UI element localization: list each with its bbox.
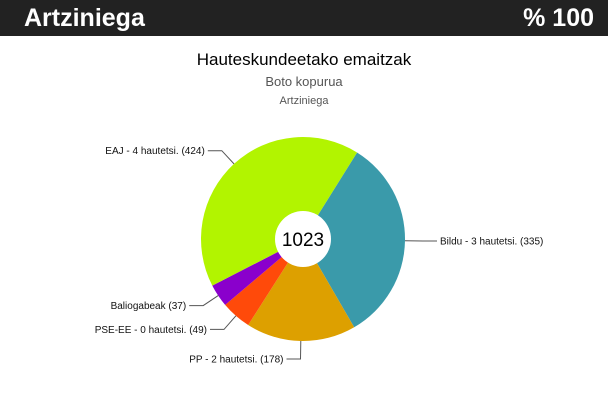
pie-slice — [212, 239, 303, 305]
pie-slice — [201, 137, 358, 286]
chart-title: Hauteskundeetako emaitzak — [197, 50, 412, 69]
municipality-name: Artziniega — [24, 4, 145, 32]
pie-leader-line — [286, 340, 302, 360]
pie-slice-label: Bildu - 3 hautetsi. (335) — [440, 237, 543, 248]
pie-slice-label: Baliogabeak (37) — [111, 301, 187, 312]
pie-slice-label: PP - 2 hautetsi. (178) — [189, 355, 283, 366]
pie-slice-label: PSE-EE - 0 hautetsi. (49) — [95, 325, 207, 336]
total-votes-label: 1023 — [282, 230, 324, 251]
chart-subtitle: Boto kopurua — [265, 74, 343, 89]
pie-slice — [303, 152, 406, 328]
pie-leader-line — [210, 315, 237, 330]
pie-leader-line — [189, 295, 219, 307]
pie-labels: Bildu - 3 hautetsi. (335) PP - 2 hautetsi… — [95, 146, 544, 365]
counted-percent: % 100 — [523, 4, 594, 32]
pie-slices — [201, 137, 406, 342]
header-bar: Artziniega % 100 — [0, 0, 608, 36]
pie-slice — [225, 239, 303, 325]
results-pie-chart: Hauteskundeetako emaitzak Boto kopurua A… — [95, 50, 544, 366]
chart-caption: Artziniega — [280, 95, 330, 107]
pie-leader-line — [207, 150, 235, 165]
pie-slice-label: EAJ - 4 hautetsi. (424) — [105, 146, 205, 157]
pie-center-hole — [275, 211, 331, 267]
pie-leader-lines — [189, 150, 437, 360]
pie-slice — [248, 239, 355, 342]
